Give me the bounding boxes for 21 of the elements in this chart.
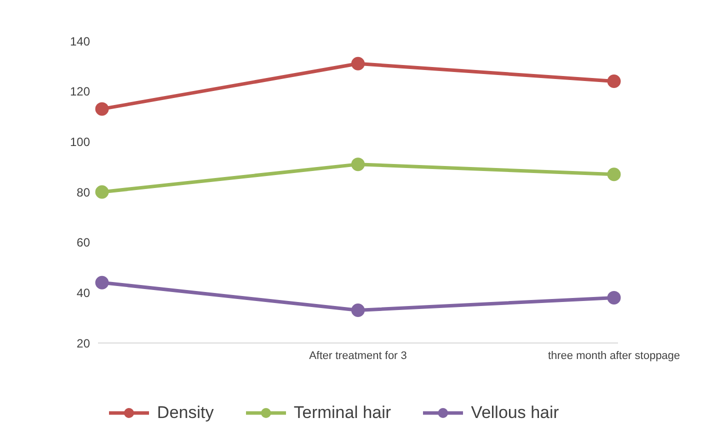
point [607,290,621,304]
y-tick-label: 120 [70,84,90,99]
legend-label: Vellous hair [470,403,559,423]
legend-label: Terminal hair [292,403,392,423]
y-tick-label: 140 [70,34,90,48]
y-tick-label: 40 [76,286,90,300]
point [95,102,109,116]
y-tick-label: 100 [70,134,90,149]
y-tick-label: 80 [76,185,90,200]
point [351,304,365,318]
legend-label: Density [156,403,214,423]
y-tick-label: 60 [76,236,90,250]
point [351,56,365,70]
point [95,185,109,199]
x-tick-label: three month after stoppage [548,350,680,362]
point [351,158,365,172]
point [95,276,109,290]
y-tick-label: 20 [76,336,90,350]
x-tick-label: After treatment for 3 [309,350,407,362]
point [607,168,621,182]
point [607,74,621,88]
